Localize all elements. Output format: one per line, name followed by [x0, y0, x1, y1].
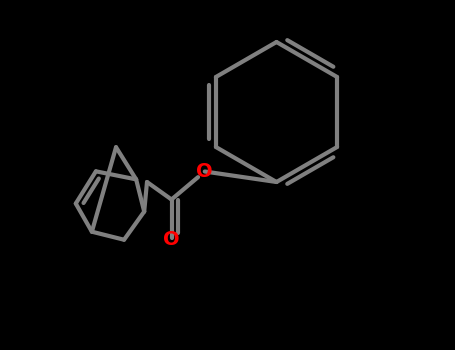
Text: O: O: [163, 230, 180, 249]
Text: O: O: [197, 162, 213, 181]
